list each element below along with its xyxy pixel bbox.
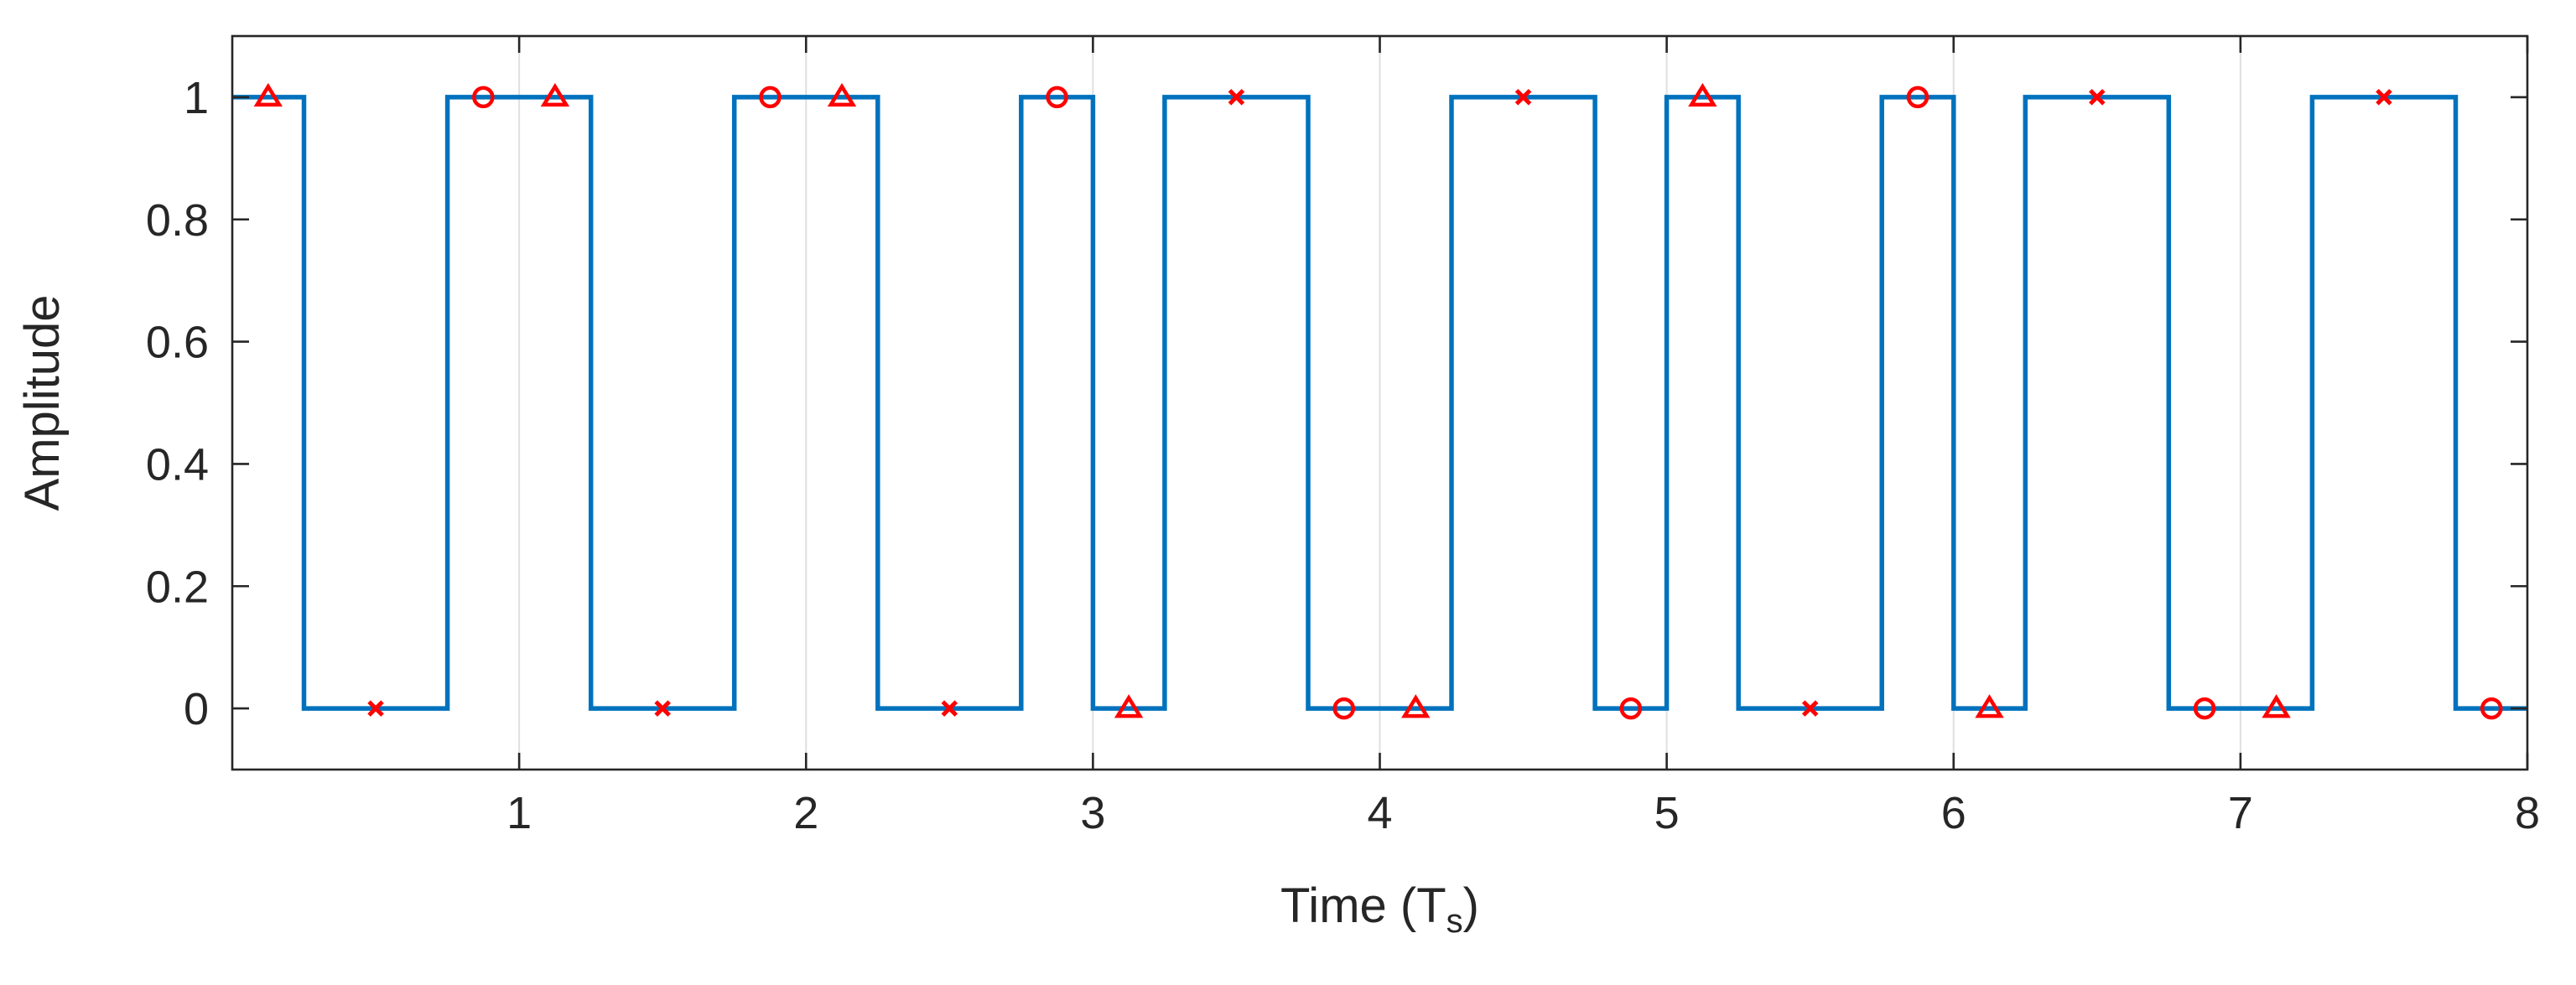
tick-label-layer: 1 2 3 4 5 6 7 8 0 0.2 0.4 0.6 0.8 1 bbox=[146, 73, 2540, 838]
x-axis-label: Time (Ts) bbox=[1280, 879, 1479, 940]
y-tick-label: 0.6 bbox=[146, 318, 209, 368]
cross-marker bbox=[2376, 89, 2392, 106]
triangle-marker bbox=[540, 82, 570, 107]
triangle-marker bbox=[1688, 82, 1717, 107]
circle-marker bbox=[759, 86, 782, 109]
y-tick-label: 0.2 bbox=[146, 562, 209, 612]
y-axis-label: Amplitude bbox=[15, 295, 70, 511]
x-tick-label: 2 bbox=[793, 788, 818, 838]
x-tick-label: 5 bbox=[1654, 788, 1680, 838]
cross-marker bbox=[941, 700, 958, 717]
cross-marker bbox=[654, 700, 671, 717]
cross-marker bbox=[2089, 89, 2106, 106]
circle-marker bbox=[1046, 86, 1068, 109]
triangle-marker bbox=[253, 82, 283, 107]
circle-marker bbox=[1906, 86, 1929, 109]
x-tick-label: 3 bbox=[1080, 788, 1105, 838]
cross-marker bbox=[1801, 700, 1819, 717]
x-tick-label: 6 bbox=[1941, 788, 1966, 838]
cross-marker bbox=[367, 700, 384, 717]
circle-marker bbox=[2480, 697, 2503, 720]
triangle-marker bbox=[1114, 694, 1144, 718]
circle-marker bbox=[1619, 697, 1643, 720]
x-tick-label: 8 bbox=[2515, 788, 2540, 838]
x-axis-label-subscript: s bbox=[1446, 903, 1463, 940]
circle-marker bbox=[472, 86, 495, 109]
circle-marker bbox=[2193, 697, 2216, 720]
x-axis-label-suffix: ) bbox=[1463, 879, 1479, 933]
triangle-marker bbox=[827, 82, 857, 107]
tick-layer bbox=[232, 36, 2529, 770]
triangle-marker bbox=[2262, 694, 2291, 718]
y-tick-label: 0.4 bbox=[146, 439, 209, 490]
y-tick-label: 0.8 bbox=[146, 195, 209, 246]
x-axis-label-text: Time (T bbox=[1280, 879, 1446, 933]
triangle-marker bbox=[1975, 694, 2004, 718]
circle-marker bbox=[1332, 697, 1355, 720]
x-tick-label: 1 bbox=[506, 788, 532, 838]
cross-marker bbox=[1228, 89, 1245, 106]
y-tick-label: 0 bbox=[184, 684, 209, 734]
x-tick-label: 4 bbox=[1367, 788, 1392, 838]
x-tick-label: 7 bbox=[2228, 788, 2253, 838]
marker-layer bbox=[253, 82, 2503, 720]
cross-marker bbox=[1514, 89, 1532, 106]
triangle-marker bbox=[1401, 694, 1431, 718]
y-tick-label: 1 bbox=[184, 73, 209, 123]
